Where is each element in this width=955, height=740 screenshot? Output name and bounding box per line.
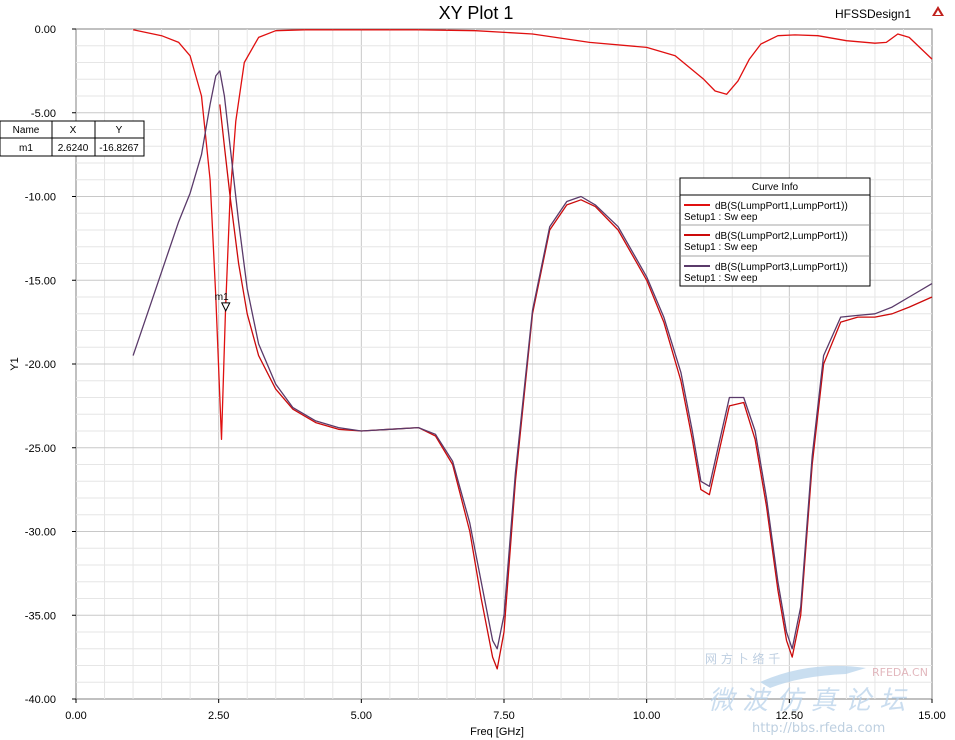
marker-table-header-y: Y — [116, 125, 123, 136]
y-tick-label: -5.00 — [31, 108, 56, 120]
marker-table: Name X Y m1 2.6240 -16.8267 — [0, 120, 145, 157]
chart-title: XY Plot 1 — [439, 3, 514, 23]
y-tick-label: -35.00 — [25, 610, 56, 622]
x-tick-label: 15.00 — [918, 710, 946, 722]
watermark-line1: 网 方 卜 络 千 — [705, 651, 780, 666]
x-tick-label: 7.50 — [493, 710, 514, 722]
y-tick-label: 0.00 — [35, 24, 56, 36]
y-tick-label: -15.00 — [25, 275, 56, 287]
x-axis-label: Freq [GHz] — [470, 726, 524, 738]
legend-entry-3-sub: Setup1 : Sw eep — [684, 273, 758, 284]
watermark-line2: 微 波 仿 真 论 坛 — [708, 686, 908, 716]
watermark-url: http://bbs.rfeda.com — [752, 721, 885, 736]
watermark-brand: RFEDA.CN — [872, 666, 928, 679]
marker-triangle-icon[interactable] — [220, 302, 231, 312]
legend-entry-3-name: dB(S(LumpPort3,LumpPort1)) — [715, 262, 848, 273]
legend-entry-1-sub: Setup1 : Sw eep — [684, 212, 758, 223]
x-tick-label: 12.50 — [776, 710, 804, 722]
series-group — [132, 29, 933, 670]
legend-entry-2-sub: Setup1 : Sw eep — [684, 242, 758, 253]
marker-table-cell-x: 2.6240 — [58, 143, 89, 154]
series-line-3 — [132, 70, 933, 650]
watermark-jet-icon — [760, 665, 866, 688]
y-tick-label: -25.00 — [25, 443, 56, 455]
x-tick-label: 0.00 — [65, 710, 86, 722]
marker-table-cell-name: m1 — [19, 143, 33, 154]
design-name: HFSSDesign1 — [835, 7, 911, 21]
series-line-2 — [219, 104, 933, 670]
axes: 0.00 2.50 5.00 7.50 10.00 12.50 15.00 0.00 -5.00… — [25, 24, 946, 722]
y-axis-label: Y1 — [9, 357, 21, 370]
watermark: 网 方 卜 络 千 RFEDA.CN 微 波 仿 真 论 坛 http://bb… — [705, 651, 928, 736]
marker-label: m1 — [215, 292, 229, 303]
legend-entry-1-name: dB(S(LumpPort1,LumpPort1)) — [715, 201, 848, 212]
legend-entry-2-name: dB(S(LumpPort2,LumpPort1)) — [715, 231, 848, 242]
marker-table-cell-y: -16.8267 — [99, 143, 139, 154]
y-tick-label: -30.00 — [25, 527, 56, 539]
legend-title: Curve Info — [752, 182, 799, 193]
x-tick-label: 5.00 — [351, 710, 372, 722]
y-tick-label: -20.00 — [25, 359, 56, 371]
ansys-logo-icon — [932, 6, 944, 16]
x-tick-label: 10.00 — [633, 710, 661, 722]
series-line-1 — [132, 29, 933, 441]
y-tick-label: -40.00 — [25, 694, 56, 706]
legend: Curve Info dB(S(LumpPort1,LumpPort1)) Se… — [679, 177, 871, 287]
marker-table-header-x: X — [70, 125, 77, 136]
marker-table-header-name: Name — [13, 125, 40, 136]
marker-m1[interactable]: m1 — [215, 292, 231, 312]
y-tick-label: -10.00 — [25, 192, 56, 204]
x-tick-label: 2.50 — [208, 710, 229, 722]
